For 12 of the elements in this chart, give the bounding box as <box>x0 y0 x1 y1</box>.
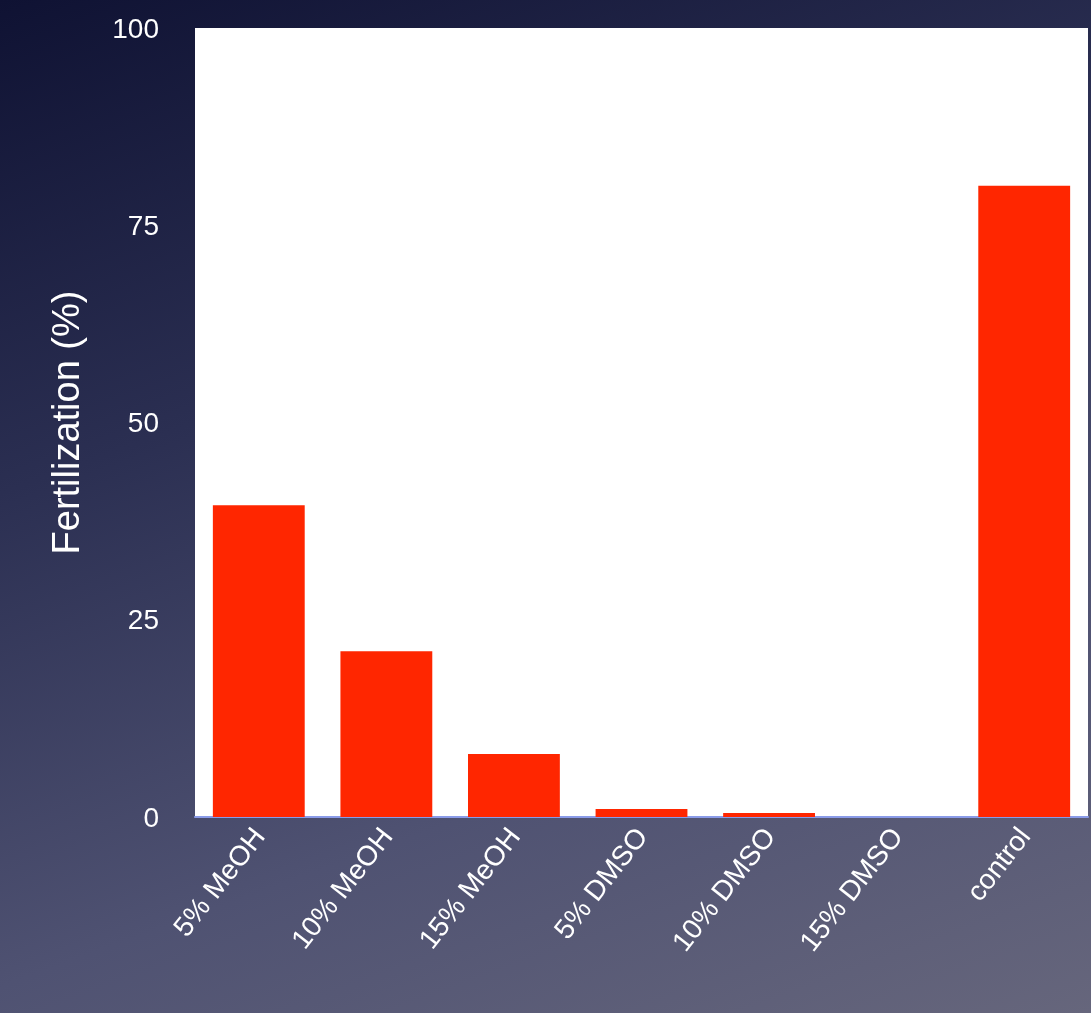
y-tick-label: 100 <box>112 12 159 44</box>
y-tick-label: 75 <box>127 209 159 241</box>
bar <box>595 809 688 817</box>
bar <box>468 753 560 817</box>
bar <box>978 185 1071 817</box>
y-tick-label: 25 <box>127 604 159 636</box>
bar <box>723 813 815 817</box>
y-tick-label: 50 <box>127 407 159 438</box>
y-tick-label: 0 <box>143 801 159 833</box>
bar <box>340 651 433 817</box>
y-axis-title: Fertilization (%) <box>45 290 87 555</box>
bar <box>212 505 305 817</box>
